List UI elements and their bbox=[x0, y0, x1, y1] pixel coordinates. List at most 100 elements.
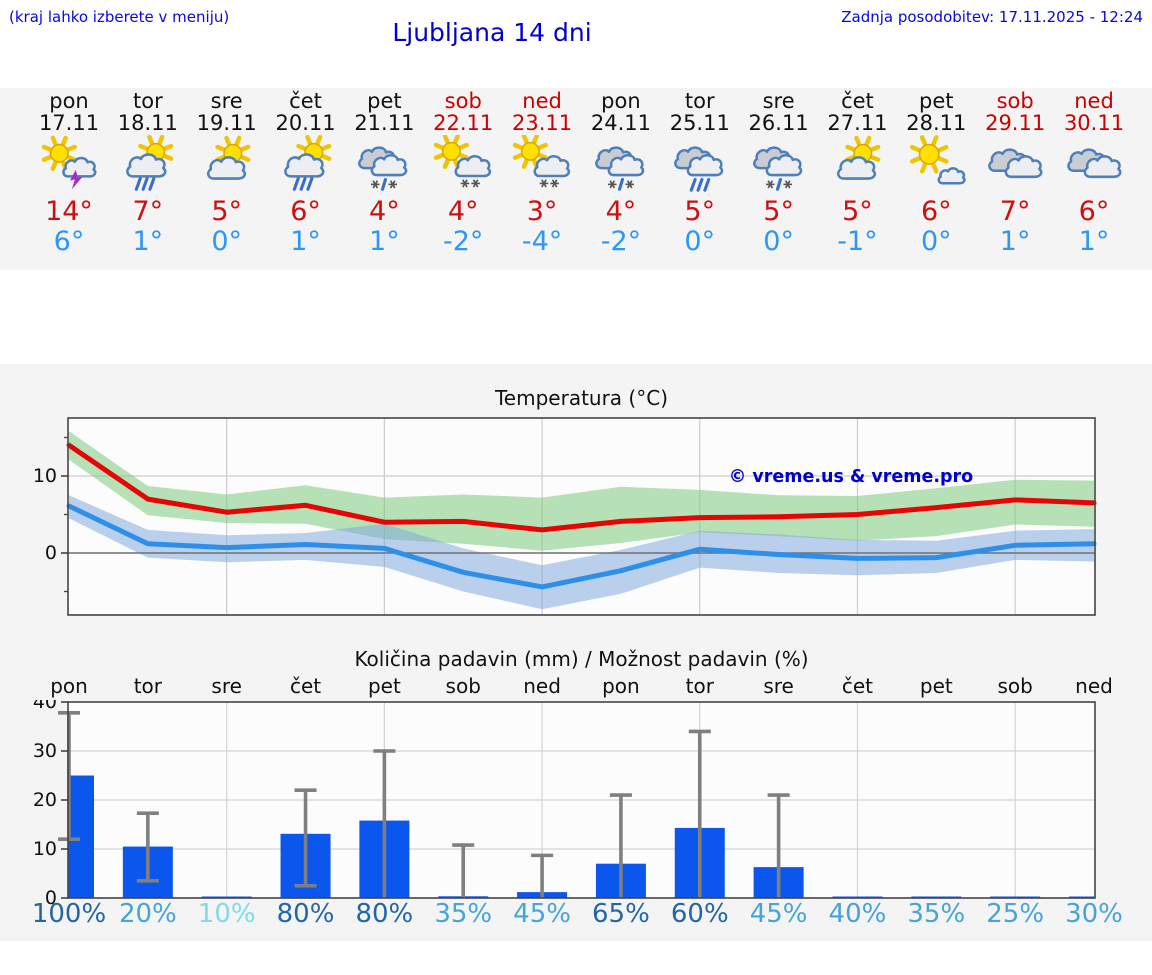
menu-hint-text: (kraj lahko izberete v meniju) bbox=[9, 8, 230, 26]
svg-text:0: 0 bbox=[45, 887, 57, 909]
precip-probability-label: 45% bbox=[513, 899, 571, 929]
svg-text:0: 0 bbox=[45, 542, 57, 564]
precip-probability-label: 25% bbox=[986, 899, 1045, 929]
day-column-26.11: sre 26.11 5° 0° bbox=[739, 90, 819, 256]
sun-small-cloud-icon bbox=[910, 135, 966, 185]
precip-probability-label: 35% bbox=[907, 899, 966, 929]
precip-day-label: tor bbox=[133, 674, 162, 698]
precip-day-label: čet bbox=[289, 674, 322, 698]
day-max-temp: 7° bbox=[999, 196, 1031, 227]
clouds-icon bbox=[988, 148, 1043, 179]
precip-probability-label: 80% bbox=[276, 899, 335, 929]
svg-text:10: 10 bbox=[33, 838, 57, 860]
day-name: čet bbox=[841, 89, 874, 113]
day-column-24.11: pon 24.11 4° -2° bbox=[581, 90, 661, 256]
cloud-sun-icon bbox=[837, 135, 881, 180]
day-column-29.11: sob 29.11 7° 1° bbox=[975, 90, 1055, 256]
day-min-temp: -2° bbox=[443, 226, 484, 257]
precip-day-label: sre bbox=[763, 674, 794, 698]
day-column-20.11: čet 20.11 6° 1° bbox=[266, 90, 346, 256]
day-column-25.11: tor 25.11 5° 0° bbox=[660, 90, 740, 256]
day-max-temp: 3° bbox=[526, 196, 558, 227]
day-max-temp: 4° bbox=[605, 196, 637, 227]
thunder-sun-icon bbox=[41, 135, 97, 190]
day-name: pon bbox=[601, 89, 641, 113]
day-name: sre bbox=[210, 89, 243, 113]
day-max-temp: 6° bbox=[920, 196, 952, 227]
day-min-temp: 1° bbox=[369, 226, 400, 257]
day-name: pet bbox=[919, 89, 954, 113]
precip-probability-label: 65% bbox=[592, 899, 650, 929]
day-date: 20.11 bbox=[275, 111, 336, 135]
day-min-temp: 1° bbox=[290, 226, 321, 257]
day-column-22.11: sob 22.11 4° -2° bbox=[423, 90, 503, 256]
day-date: 17.11 bbox=[38, 111, 100, 135]
day-column-27.11: čet 27.11 5° -1° bbox=[817, 90, 897, 256]
precip-day-label: ned bbox=[1075, 674, 1113, 698]
temperature-chart: 0 10 © vreme.us & vreme.pro bbox=[33, 417, 1097, 616]
day-column-28.11: pet 28.11 6° 0° bbox=[896, 90, 976, 256]
sleet-clouds-icon bbox=[752, 146, 802, 191]
day-max-temp: 14° bbox=[45, 196, 93, 227]
day-column-18.11: tor 18.11 7° 1° bbox=[108, 90, 188, 256]
day-date: 22.11 bbox=[433, 111, 494, 135]
day-column-19.11: sre 19.11 5° 0° bbox=[187, 90, 267, 256]
day-max-temp: 6° bbox=[1078, 196, 1110, 227]
precip-probability-label: 30% bbox=[1065, 899, 1123, 929]
day-name: sob bbox=[996, 89, 1034, 113]
precip-probability-label: 100% bbox=[31, 899, 107, 929]
day-column-21.11: pet 21.11 4° 1° bbox=[344, 90, 424, 256]
svg-text:30: 30 bbox=[33, 740, 57, 762]
day-min-temp: 0° bbox=[684, 226, 716, 257]
day-min-temp: 1° bbox=[999, 226, 1031, 257]
day-name: pon bbox=[49, 89, 89, 113]
day-name: tor bbox=[132, 89, 163, 113]
day-date: 19.11 bbox=[196, 111, 257, 135]
svg-text:10: 10 bbox=[33, 465, 57, 487]
precip-probability-label: 45% bbox=[749, 899, 808, 929]
day-max-temp: 5° bbox=[684, 196, 716, 227]
day-min-temp: 0° bbox=[920, 226, 952, 257]
day-date: 18.11 bbox=[117, 111, 178, 135]
precip-day-label: pet bbox=[919, 674, 953, 698]
day-date: 29.11 bbox=[985, 111, 1046, 135]
sleet-clouds-icon bbox=[358, 146, 408, 191]
day-min-temp: 6° bbox=[53, 226, 85, 257]
day-max-temp: 4° bbox=[447, 196, 479, 227]
svg-text:20: 20 bbox=[33, 789, 57, 811]
rain-sun-icon bbox=[125, 135, 174, 191]
day-name: sob bbox=[444, 89, 482, 113]
day-max-temp: 5° bbox=[842, 196, 873, 227]
precip-day-label: pon bbox=[602, 674, 640, 698]
day-max-temp: 4° bbox=[369, 196, 400, 227]
snow-sun-icon bbox=[434, 135, 492, 188]
precipitation-chart: 0 10 20 30 40 bbox=[33, 700, 1096, 909]
day-date: 24.11 bbox=[590, 111, 651, 135]
rain-clouds-icon bbox=[673, 146, 723, 192]
day-max-temp: 5° bbox=[211, 196, 243, 227]
day-min-temp: -1° bbox=[837, 226, 878, 257]
day-min-temp: -4° bbox=[521, 226, 563, 257]
day-min-temp: 0° bbox=[211, 226, 243, 257]
precip-day-label: čet bbox=[841, 674, 874, 698]
day-min-temp: 1° bbox=[1078, 226, 1110, 257]
snow-sun-icon bbox=[512, 135, 571, 188]
precip-day-label: ned bbox=[523, 674, 561, 698]
page-title: Ljubljana 14 dni bbox=[392, 18, 592, 47]
precip-bar bbox=[68, 775, 94, 898]
precipitation-chart-title: Količina padavin (mm) / Možnost padavin … bbox=[354, 647, 809, 671]
day-name: pet bbox=[367, 89, 402, 113]
rain-sun-icon bbox=[283, 135, 331, 191]
precip-day-label: pon bbox=[50, 674, 88, 698]
day-max-temp: 6° bbox=[290, 196, 321, 227]
precip-day-label: sre bbox=[211, 674, 242, 698]
day-name: sre bbox=[762, 89, 795, 113]
precip-day-label: tor bbox=[685, 674, 714, 698]
precip-probability-label: 80% bbox=[355, 899, 414, 929]
svg-text:40: 40 bbox=[33, 700, 57, 713]
precip-probability-label: 10% bbox=[197, 899, 256, 929]
precip-probability-label: 20% bbox=[118, 899, 177, 929]
precip-probability-label: 60% bbox=[670, 899, 729, 929]
cloud-sun-icon bbox=[206, 135, 251, 180]
